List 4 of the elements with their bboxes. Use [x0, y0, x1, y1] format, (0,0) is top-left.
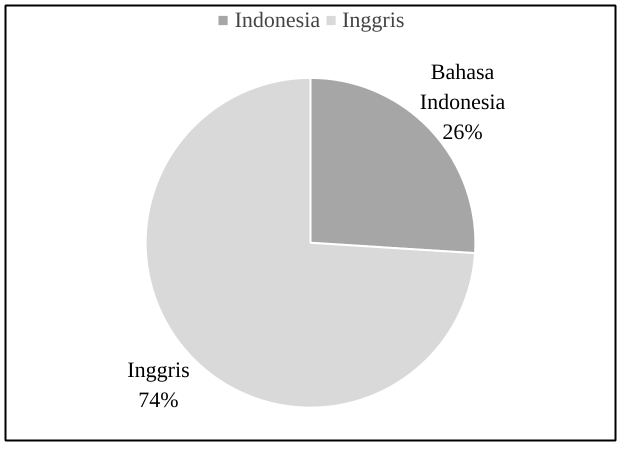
data-label: Bahasa Indonesia 26% [420, 58, 506, 144]
legend-label: Indonesia [234, 7, 320, 33]
data-label: Inggris 74% [127, 356, 190, 412]
legend-label: Inggris [342, 7, 404, 33]
